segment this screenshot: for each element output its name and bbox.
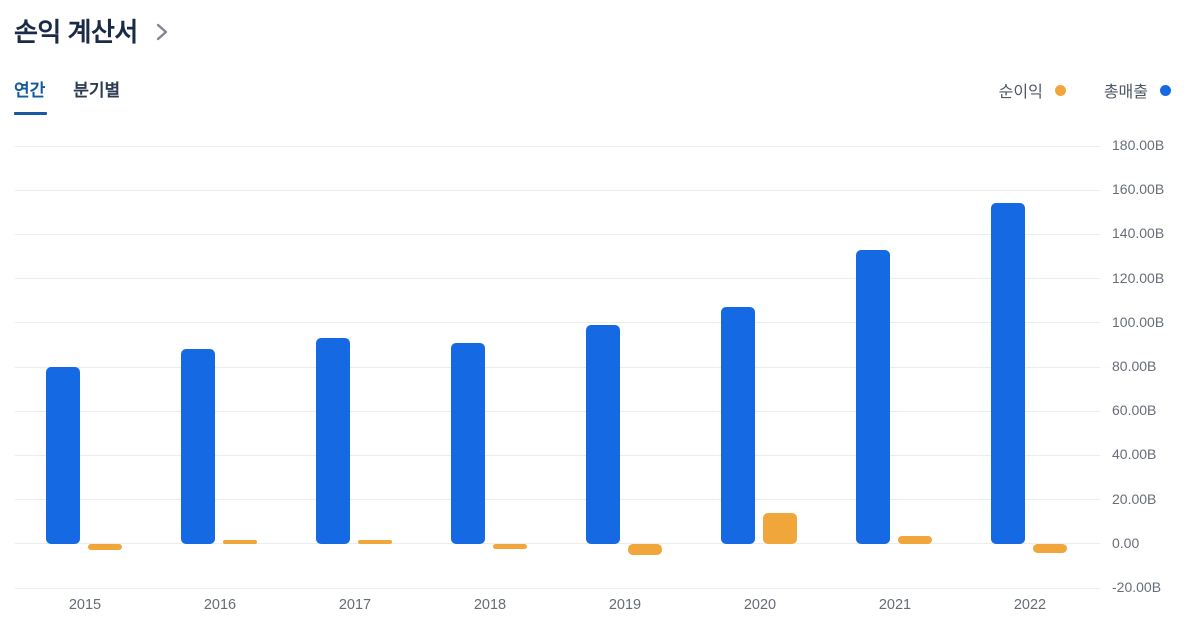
net-income-bar-2018[interactable] xyxy=(493,543,527,550)
net-income-bar-2021[interactable] xyxy=(898,536,932,544)
gridline xyxy=(15,322,1100,324)
net-income-bar-2022[interactable] xyxy=(1033,543,1067,553)
revenue-bar-2016[interactable] xyxy=(181,349,215,544)
x-axis-year-label: 2021 xyxy=(878,597,912,613)
revenue-bar-2022[interactable] xyxy=(991,203,1025,544)
gridline xyxy=(15,233,1100,235)
y-axis-tick-label: 80.00B xyxy=(1112,358,1157,374)
y-axis-tick-label: -20.00B xyxy=(1112,579,1162,595)
x-axis-year-label: 2022 xyxy=(1013,597,1047,613)
x-axis-year-label: 2018 xyxy=(473,597,507,613)
revenue-bar-2021[interactable] xyxy=(856,249,890,544)
page-title: 손익 계산서 xyxy=(14,17,138,47)
net-income-bar-2017[interactable] xyxy=(358,539,392,544)
gridline xyxy=(15,145,1100,147)
x-axis-year-label: 2016 xyxy=(203,597,237,613)
revenue-bar-2018[interactable] xyxy=(451,342,485,544)
net-income-bar-2016[interactable] xyxy=(223,539,257,544)
x-axis-year-label: 2017 xyxy=(338,597,372,613)
revenue-bar-2019[interactable] xyxy=(586,325,620,544)
legend-item-revenue[interactable]: 총매출 xyxy=(1104,78,1171,102)
y-axis-tick-label: 120.00B xyxy=(1112,269,1165,286)
gridline xyxy=(15,587,1100,589)
revenue-bar-2020[interactable] xyxy=(721,307,755,544)
x-axis-year-label: 2015 xyxy=(68,597,102,613)
x-axis-year-label: 2020 xyxy=(743,597,777,613)
gridline xyxy=(15,189,1100,191)
net-income-bar-2020[interactable] xyxy=(763,512,797,544)
gridline xyxy=(15,543,1100,545)
revenue-bar-2017[interactable] xyxy=(316,338,350,544)
y-axis-tick-label: 40.00B xyxy=(1112,446,1157,463)
x-axis-year-label: 2019 xyxy=(608,597,642,613)
y-axis-tick-label: 20.00B xyxy=(1112,490,1157,507)
gridline xyxy=(15,410,1100,412)
tab-quarterly[interactable]: 분기별 xyxy=(73,81,121,100)
net-income-dot-icon xyxy=(1054,84,1066,96)
y-axis-tick-label: 0.00 xyxy=(1112,534,1140,551)
y-axis-tick-label: 180.00B xyxy=(1112,137,1165,153)
gridline xyxy=(15,278,1100,280)
legend-item-net-income[interactable]: 순이익 xyxy=(999,78,1066,102)
chart-legend: 순이익 총매출 xyxy=(999,78,1171,102)
y-axis-tick-label: 160.00B xyxy=(1112,181,1165,198)
y-axis-tick-label: 60.00B xyxy=(1112,402,1157,419)
y-axis-tick-label: 100.00B xyxy=(1112,313,1165,330)
revenue-bar-2015[interactable] xyxy=(46,367,80,544)
legend-label-net-income: 순이익 xyxy=(998,84,1043,101)
revenue-dot-icon xyxy=(1160,84,1171,96)
gridline xyxy=(15,454,1100,456)
gridline xyxy=(15,499,1100,501)
period-tabbar: 연간 분기별 xyxy=(14,76,121,115)
chevron-right-icon xyxy=(152,22,172,42)
gridline xyxy=(15,366,1100,368)
tab-annual[interactable]: 연간 xyxy=(14,76,48,115)
page-title-link[interactable]: 손익 계산서 xyxy=(14,12,172,49)
legend-label-revenue: 총매출 xyxy=(1103,84,1148,101)
y-axis-tick-label: 140.00B xyxy=(1112,225,1165,242)
net-income-bar-2019[interactable] xyxy=(628,543,662,555)
net-income-bar-2015[interactable] xyxy=(88,543,122,551)
